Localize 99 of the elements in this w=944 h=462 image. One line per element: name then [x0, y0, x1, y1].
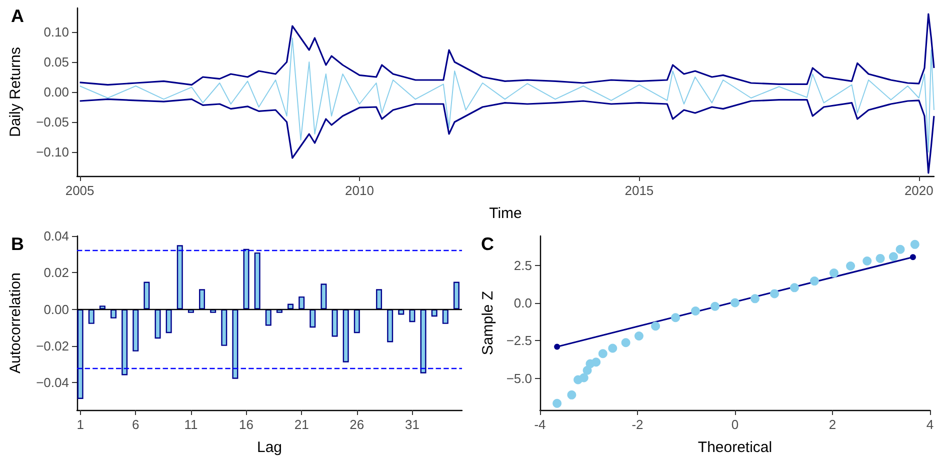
bar — [132, 309, 139, 352]
point — [862, 256, 872, 266]
x-tick-label: 31 — [404, 417, 420, 432]
point — [634, 332, 644, 341]
bar — [310, 309, 316, 328]
y-tick-label: −0.10 — [36, 144, 69, 160]
bar — [110, 309, 117, 318]
line-series — [78, 13, 935, 86]
y-tick-label: 0.04 — [44, 228, 69, 244]
bar — [199, 289, 206, 310]
y-tick-label: 0.00 — [44, 84, 69, 100]
x-tick-label: 2010 — [345, 183, 374, 198]
point — [567, 390, 576, 400]
bar — [442, 309, 448, 324]
y-tick-label: −0.02 — [36, 338, 69, 354]
point — [651, 322, 660, 331]
bar — [77, 309, 84, 400]
point — [598, 349, 608, 358]
y-tick-label: 0.02 — [44, 265, 69, 280]
bar — [409, 309, 416, 322]
bar — [166, 309, 172, 334]
bar — [243, 248, 250, 310]
y-tick-label: −0.05 — [36, 114, 69, 130]
y-tick-label: 0.0 — [514, 296, 532, 311]
point — [554, 344, 560, 350]
y-tick-label: 2.5 — [514, 258, 532, 273]
x-tick-label: 2020 — [904, 183, 934, 198]
x-axis-title: Lag — [256, 439, 282, 456]
bar — [342, 309, 349, 362]
bar — [154, 309, 161, 339]
point — [710, 302, 720, 311]
point — [730, 298, 740, 308]
x-axis-title: Theoretical — [698, 439, 772, 456]
x-tick-label: 21 — [294, 417, 309, 432]
bar — [298, 296, 305, 310]
bar — [320, 284, 327, 310]
bar — [420, 309, 426, 374]
point — [790, 283, 799, 292]
point — [552, 398, 562, 408]
bar — [398, 309, 404, 315]
x-tick-label: 4 — [926, 417, 934, 432]
point — [910, 254, 916, 260]
x-tick-label: 1 — [76, 417, 84, 432]
chart-title: C — [481, 234, 494, 254]
bar — [265, 309, 272, 326]
line-series — [79, 38, 934, 152]
bar — [144, 282, 150, 310]
x-tick-label: 2 — [828, 417, 836, 432]
bar — [221, 309, 228, 346]
x-tick-label: -2 — [632, 417, 644, 432]
bar — [354, 309, 360, 334]
y-tick-label: −5.0 — [506, 370, 532, 386]
y-axis-title: Daily Returns — [7, 46, 24, 138]
bar — [387, 309, 394, 342]
y-tick-label: 0.10 — [44, 24, 69, 40]
bar — [376, 289, 382, 310]
bar — [453, 282, 460, 310]
y-axis-title: Autocorrelation — [7, 272, 24, 374]
x-axis-title: Time — [489, 205, 522, 222]
bar — [88, 309, 94, 324]
line-series — [78, 98, 935, 174]
point — [621, 338, 630, 348]
y-tick-label: −0.04 — [36, 375, 69, 390]
bar — [431, 309, 438, 317]
x-tick-label: 2015 — [624, 183, 654, 198]
point — [876, 254, 885, 263]
bar — [288, 304, 294, 310]
point — [770, 289, 779, 298]
bar — [332, 309, 338, 337]
point — [829, 268, 838, 278]
x-tick-label: 26 — [350, 417, 364, 432]
point — [592, 358, 601, 367]
chart-title: A — [11, 6, 24, 26]
x-tick-label: 6 — [132, 417, 140, 432]
bar — [254, 252, 260, 310]
point — [810, 276, 819, 286]
chart-title: B — [11, 234, 24, 254]
bar — [176, 245, 183, 310]
y-axis-title: Sample Z — [479, 290, 496, 356]
point — [750, 294, 760, 304]
point — [896, 244, 905, 254]
x-tick-label: 2005 — [65, 183, 94, 198]
bar — [232, 309, 238, 379]
x-tick-label: -4 — [534, 417, 546, 432]
point — [910, 240, 920, 249]
y-tick-label: −2.5 — [506, 333, 532, 348]
y-tick-label: 0.00 — [44, 302, 69, 317]
point — [608, 344, 618, 353]
x-tick-label: 0 — [731, 417, 739, 432]
x-tick-label: 11 — [184, 417, 198, 432]
x-tick-label: 16 — [239, 417, 254, 432]
y-tick-label: 0.05 — [44, 54, 69, 70]
point — [888, 252, 898, 262]
bar — [99, 306, 106, 310]
point — [691, 306, 700, 316]
point — [579, 373, 588, 382]
point — [846, 261, 856, 270]
point — [671, 313, 680, 322]
bar — [122, 309, 128, 376]
